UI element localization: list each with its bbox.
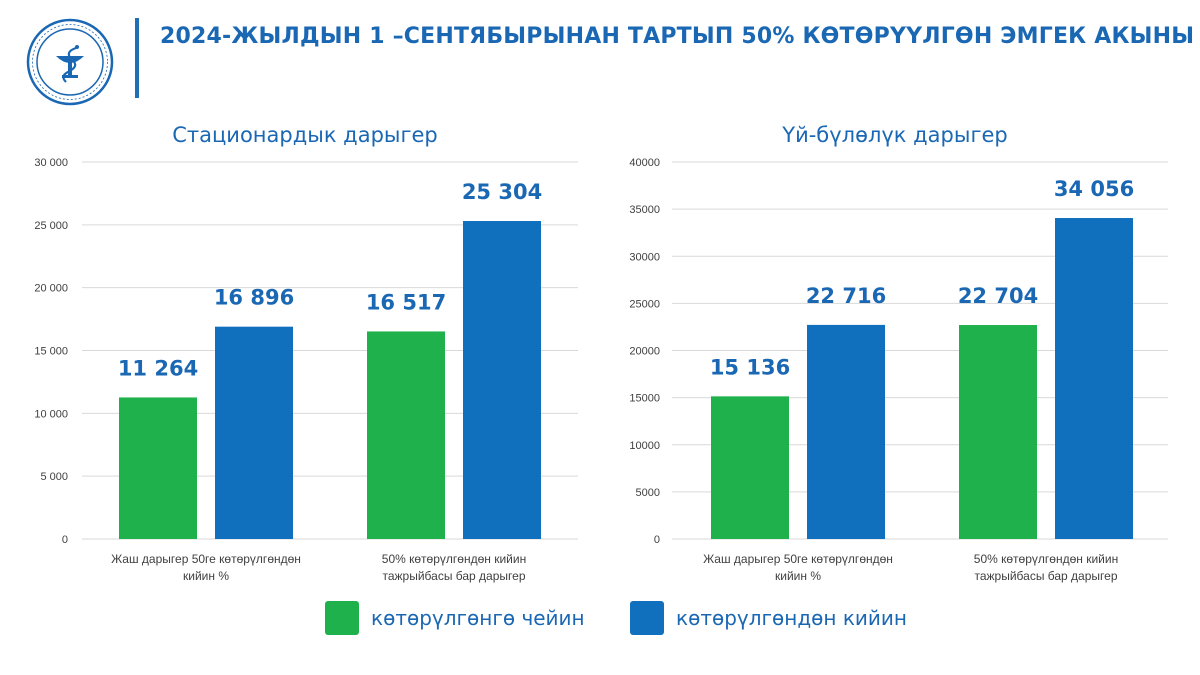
- y-tick-label: 10000: [629, 440, 660, 452]
- category-label: Жаш дарыгер 50ге көтөрүлгөндөн: [703, 552, 893, 566]
- y-tick-label: 5000: [636, 487, 660, 499]
- data-label: 22 716: [806, 284, 886, 308]
- y-tick-label: 10 000: [34, 408, 68, 420]
- category-label: 50% көтөрүлгөндөн кийин: [974, 552, 1118, 566]
- bar-before: [959, 325, 1037, 539]
- bar-after: [215, 326, 293, 539]
- y-tick-label: 30000: [629, 251, 660, 263]
- category-label: кийин %: [183, 569, 229, 583]
- data-label: 34 056: [1054, 177, 1134, 201]
- bar-before: [711, 396, 789, 539]
- category-label: 50% көтөрүлгөндөн кийин: [382, 552, 526, 566]
- chart-title: Стационардык дарыгер: [172, 123, 438, 147]
- data-label: 22 704: [958, 284, 1038, 308]
- y-tick-label: 30 000: [34, 157, 68, 169]
- bar-after: [463, 221, 541, 539]
- y-tick-label: 35000: [629, 204, 660, 216]
- bar-after: [1055, 218, 1133, 539]
- legend-swatch-after: [630, 601, 664, 635]
- y-tick-label: 25000: [629, 298, 660, 310]
- y-tick-label: 20 000: [34, 283, 68, 295]
- legend-item-before: көтөрүлгөнгө чейин: [325, 600, 585, 636]
- legend-item-after: көтөрүлгөндөн кийин: [630, 600, 907, 636]
- y-tick-label: 15000: [629, 393, 660, 405]
- y-tick-label: 40000: [629, 157, 660, 169]
- category-label: тажрыйбасы бар дарыгер: [382, 569, 525, 583]
- data-label: 16 517: [366, 290, 446, 314]
- data-label: 16 896: [214, 286, 294, 310]
- chart-title: Үй-бүлөлүк дарыгер: [781, 123, 1008, 147]
- y-tick-label: 0: [62, 534, 68, 546]
- legend-label-after: көтөрүлгөндөн кийин: [676, 606, 907, 630]
- legend-label-before: көтөрүлгөнгө чейин: [371, 606, 585, 630]
- y-tick-label: 20000: [629, 346, 660, 358]
- chart-stationary-doctor: Стационардык дарыгер 0 5 000 10 000 15 000 20…: [34, 123, 578, 583]
- page-title: 2024-ЖЫЛДЫН 1 –СЕНТЯБЫРЫНАН ТАРТЫП 50% К…: [160, 24, 1195, 49]
- y-tick-label: 0: [654, 534, 660, 546]
- data-label: 11 264: [118, 356, 198, 380]
- legend-swatch-before: [325, 601, 359, 635]
- data-label: 15 136: [710, 355, 790, 379]
- bar-before: [367, 331, 445, 539]
- bar-before: [119, 397, 197, 539]
- category-label: тажрыйбасы бар дарыгер: [974, 569, 1117, 583]
- chart-family-doctor: Үй-бүлөлүк дарыгер 0 5000 10000 15000 20000 25…: [629, 123, 1168, 583]
- legend: көтөрүлгөнгө чейин көтөрүлгөндөн кийин: [325, 600, 945, 636]
- category-label: Жаш дарыгер 50ге көтөрүлгөндөн: [111, 552, 301, 566]
- bar-after: [807, 324, 885, 539]
- y-tick-label: 15 000: [34, 346, 68, 358]
- y-tick-label: 5 000: [40, 471, 68, 483]
- y-tick-label: 25 000: [34, 220, 68, 232]
- data-label: 25 304: [462, 180, 542, 204]
- title-accent-bar: [135, 18, 139, 98]
- medical-emblem-logo-icon: [26, 18, 114, 106]
- category-label: кийин %: [775, 569, 821, 583]
